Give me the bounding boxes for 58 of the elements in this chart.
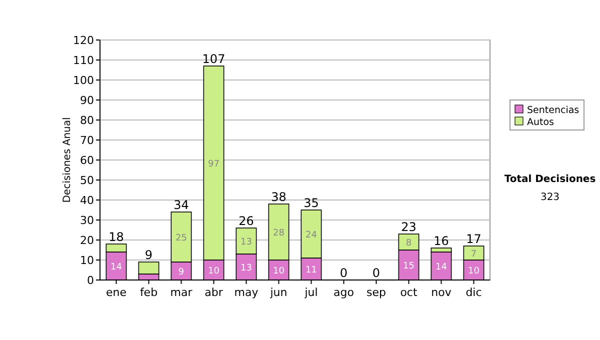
total-label: 38 [271,190,286,204]
data-label: 10 [468,266,480,276]
x-tick-label: nov [431,286,452,299]
total-label: 107 [202,52,226,66]
data-label: 14 [110,262,122,272]
total-label: 17 [466,232,482,246]
y-tick-label: 60 [80,154,94,167]
x-tick-label: feb [140,286,158,299]
data-label: 10 [273,266,285,276]
y-tick-label: 80 [80,114,94,127]
data-label: 15 [403,262,414,272]
x-tick-label: jul [304,286,318,299]
data-label: 10 [208,266,220,276]
legend-label: Sentencias [527,105,580,116]
x-tick-label: abr [204,286,224,299]
total-label: 34 [174,198,189,212]
total-label: 0 [340,266,348,280]
x-tick-label: sep [366,286,386,299]
total-label: 35 [304,196,319,210]
y-tick-label: 30 [80,214,94,227]
data-label: 8 [406,238,412,248]
x-tick-label: mar [170,286,193,299]
total-label: 18 [108,230,124,244]
x-tick-label: ene [106,286,127,299]
x-tick-label: jun [269,286,288,299]
y-tick-label: 40 [80,194,94,207]
total-label: 26 [238,214,254,228]
data-label: 28 [273,228,285,238]
y-axis-title: Decisiones Anual [62,117,73,203]
total-label: 0 [372,266,380,280]
data-label: 11 [306,266,317,276]
data-label: 14 [436,262,448,272]
y-tick-label: 0 [87,274,94,287]
y-tick-label: 20 [80,234,94,247]
text: Total Decisiones [504,174,596,185]
data-label: 13 [240,238,252,248]
total-label: 9 [144,248,153,262]
legend-label: Autos [527,117,554,128]
y-tick-label: 90 [80,94,94,107]
data-label: 97 [208,160,220,170]
x-tick-label: oct [400,286,418,299]
total-label: 16 [434,234,449,248]
text: 323 [540,192,560,203]
y-tick-label: 50 [80,174,94,187]
x-tick-label: may [234,286,259,299]
data-label: 9 [178,268,184,278]
total-label: 23 [401,220,416,234]
y-tick-label: 110 [73,54,94,67]
data-label: 24 [306,230,318,240]
data-label: 25 [176,234,187,244]
data-label: 13 [240,264,252,274]
y-tick-label: 100 [73,74,94,87]
y-tick-label: 120 [73,34,94,47]
y-tick-label: 10 [80,254,94,267]
x-tick-label: ago [334,286,354,299]
data-label: 7 [470,250,477,260]
y-tick-label: 70 [80,134,94,147]
x-tick-label: dic [466,286,482,299]
